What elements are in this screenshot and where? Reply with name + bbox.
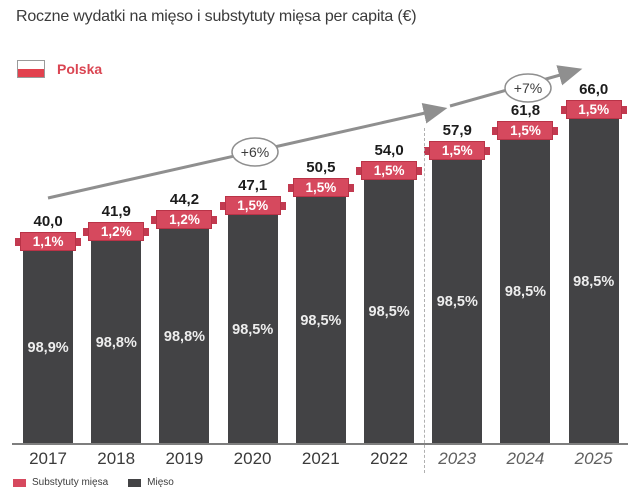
bar-total-label: 41,9 xyxy=(101,203,131,220)
chart-title: Roczne wydatki na mięso i substytuty mię… xyxy=(16,8,417,25)
substitutes-share-label: 1,5% xyxy=(219,196,286,215)
substitutes-share-label: 1,5% xyxy=(560,100,627,119)
bar-column-2021: 1,5% 50,5 98,5% xyxy=(287,0,355,443)
country-row: Polska xyxy=(17,60,102,78)
substitutes-share-label: 1,5% xyxy=(356,161,423,180)
bar-total-label: 66,0 xyxy=(579,81,609,98)
meat-share-label: 98,8% xyxy=(95,335,137,351)
bar-column-2020: 1,5% 47,1 98,5% xyxy=(219,0,287,443)
legend-label-substitutes: Substytuty mięsa xyxy=(32,477,109,488)
meat-swatch-icon xyxy=(128,478,142,487)
legend-item-substitutes: Substytuty mięsa xyxy=(13,477,108,488)
meat-share-label: 98,5% xyxy=(232,322,274,338)
year-label-2025: 2025 xyxy=(574,449,613,468)
bar-total-label: 50,5 xyxy=(306,159,336,176)
year-label-2018: 2018 xyxy=(97,449,136,468)
meat-share-label: 98,5% xyxy=(504,284,547,300)
bar-total-label: 54,0 xyxy=(374,142,404,159)
bar-column-2022: 1,5% 54,0 98,5% xyxy=(355,0,423,443)
bar-column-2018: 1,2% 41,9 98,8% xyxy=(82,0,150,443)
bar-plot-area: 1,1% 40,0 98,9% 1,2% 41,9 98,8% 1,2% 44,2 98,8% 1… xyxy=(14,0,628,443)
bar-total-label: 40,0 xyxy=(33,213,63,230)
bar-total-label: 57,9 xyxy=(442,122,472,139)
year-label-2019: 2019 xyxy=(165,449,204,468)
year-label-2017: 2017 xyxy=(29,449,67,468)
legend-item-meat: Mięso xyxy=(128,477,174,488)
bar-column-2024: 1,5% 61,8 98,5% xyxy=(491,0,559,443)
year-label-2024: 2024 xyxy=(506,449,545,468)
year-label-2022: 2022 xyxy=(370,449,408,468)
stacked-bar xyxy=(23,241,74,443)
substitutes-share-label: 1,5% xyxy=(492,121,559,140)
bar-total-label: 44,2 xyxy=(169,191,200,208)
x-axis-line xyxy=(12,443,628,445)
bar-column-2023: 1,5% 57,9 98,5% xyxy=(423,0,491,443)
substitutes-share-label: 1,5% xyxy=(424,141,491,160)
stacked-bar xyxy=(295,187,346,443)
substitutes-share-label: 1,2% xyxy=(151,210,218,229)
country-label: Polska xyxy=(57,61,103,77)
bar-column-2019: 1,2% 44,2 98,8% xyxy=(150,0,218,443)
stacked-bar xyxy=(159,219,210,443)
year-label-2023: 2023 xyxy=(438,449,477,468)
poland-flag-icon xyxy=(17,60,45,78)
bar-total-label: 47,1 xyxy=(238,177,268,194)
substitutes-share-label: 1,5% xyxy=(287,178,354,197)
forecast-divider-line xyxy=(424,128,425,473)
substitutes-swatch-icon xyxy=(13,478,26,487)
bar-column-2017: 1,1% 40,0 98,9% xyxy=(14,0,82,443)
meat-share-label: 98,5% xyxy=(300,313,342,329)
meat-share-label: 98,5% xyxy=(573,274,615,290)
bar-column-2025: 1,5% 66,0 98,5% xyxy=(560,0,628,443)
meat-share-label: 98,9% xyxy=(27,340,69,356)
stacked-bar xyxy=(227,205,278,443)
legend: Substytuty mięsa Mięso xyxy=(13,477,174,488)
stacked-bar xyxy=(432,150,483,443)
meat-share-label: 98,5% xyxy=(436,294,478,310)
substitutes-share-label: 1,2% xyxy=(83,222,150,241)
meat-share-label: 98,5% xyxy=(368,304,410,320)
meat-share-label: 98,8% xyxy=(163,329,206,345)
year-label-2021: 2021 xyxy=(301,449,340,468)
stacked-bar xyxy=(500,130,551,443)
bar-total-label: 61,8 xyxy=(510,102,541,119)
year-label-2020: 2020 xyxy=(233,449,272,468)
legend-label-meat: Mięso xyxy=(147,477,174,488)
substitutes-share-label: 1,1% xyxy=(15,232,82,251)
